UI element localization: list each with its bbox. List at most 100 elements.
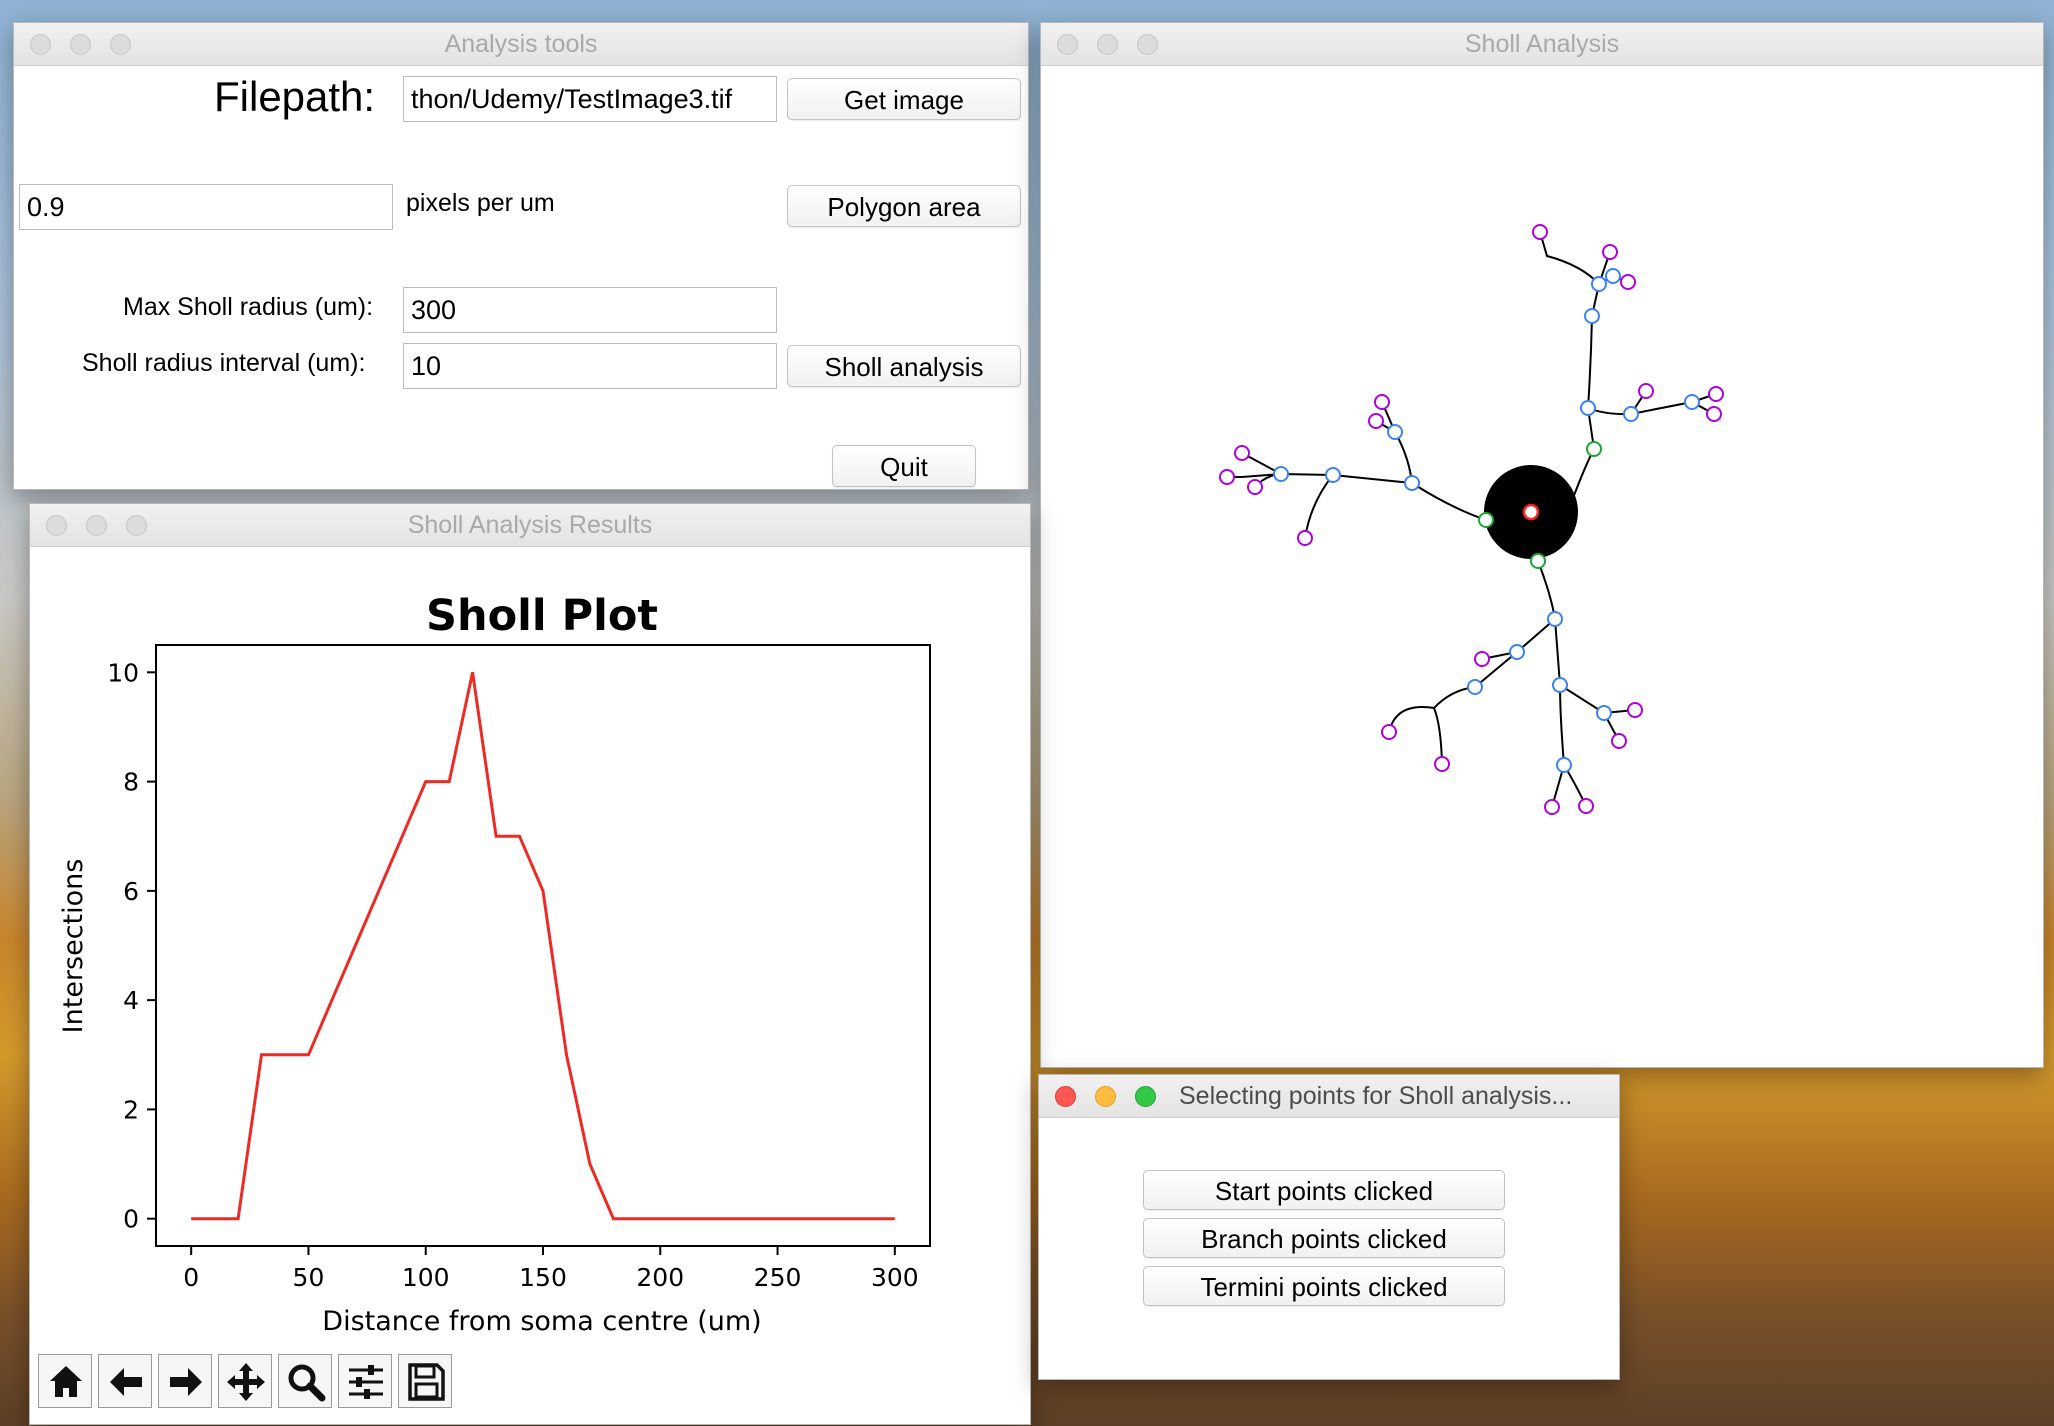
- branch-points-clicked-button[interactable]: Branch points clicked: [1143, 1218, 1505, 1258]
- branch-point-marker[interactable]: [1552, 677, 1568, 693]
- configure-sliders-button[interactable]: [338, 1354, 392, 1408]
- minimize-window-button[interactable]: [1095, 1086, 1116, 1107]
- branch-point-marker[interactable]: [1556, 757, 1572, 773]
- close-window-button[interactable]: [1057, 34, 1078, 55]
- termini-points-clicked-button[interactable]: Termini points clicked: [1143, 1266, 1505, 1306]
- pan-move-icon: [227, 1363, 265, 1401]
- branch-point-marker[interactable]: [1605, 268, 1621, 284]
- window-title: Sholl Analysis Results: [407, 511, 653, 539]
- terminus-point-marker[interactable]: [1474, 651, 1490, 667]
- x-tick-label: 300: [871, 1263, 919, 1292]
- plot-axes-frame: [155, 644, 931, 1247]
- neuron-points: [1219, 224, 1724, 815]
- pan-move-button[interactable]: [218, 1354, 272, 1408]
- interval-label: Sholl radius interval (um):: [82, 349, 366, 377]
- close-window-button[interactable]: [1055, 1086, 1076, 1107]
- terminus-point-marker[interactable]: [1578, 798, 1594, 814]
- y-axis-label: Intersections: [58, 859, 89, 1034]
- sholl-plot-chart[interactable]: Sholl Plot 0 50 100 150 200 250 300 0 2 4 6 8 10 Di…: [29, 546, 1029, 1338]
- close-window-button[interactable]: [30, 34, 51, 55]
- terminus-point-marker[interactable]: [1620, 274, 1636, 290]
- x-tick-label: 0: [183, 1263, 199, 1292]
- zoom-window-button[interactable]: [110, 34, 131, 55]
- zoom-magnifier-button[interactable]: [278, 1354, 332, 1408]
- soma-centre-marker[interactable]: [1522, 503, 1540, 521]
- zoom-window-button[interactable]: [1135, 1086, 1156, 1107]
- minimize-window-button[interactable]: [86, 515, 107, 536]
- terminus-point-marker[interactable]: [1234, 445, 1250, 461]
- zoom-window-button[interactable]: [1137, 34, 1158, 55]
- zoom-magnifier-icon: [288, 1364, 326, 1402]
- chart-title: Sholl Plot: [426, 591, 658, 641]
- terminus-point-marker[interactable]: [1708, 386, 1724, 402]
- branch-point-marker[interactable]: [1467, 679, 1483, 695]
- terminus-point-marker[interactable]: [1247, 479, 1263, 495]
- filepath-input[interactable]: thon/Udemy/TestImage3.tif: [403, 76, 777, 122]
- results-titlebar: Sholl Analysis Results: [30, 504, 1030, 547]
- neuron-image-canvas[interactable]: [1041, 65, 2041, 1065]
- y-tick-label: 10: [107, 658, 139, 687]
- terminus-point-marker[interactable]: [1638, 383, 1654, 399]
- scale-input[interactable]: 0.9: [19, 184, 393, 230]
- terminus-point-marker[interactable]: [1219, 469, 1235, 485]
- intersections-series-line: [191, 671, 895, 1221]
- save-disk-button[interactable]: [398, 1354, 452, 1408]
- start-point-marker[interactable]: [1586, 441, 1602, 457]
- branch-point-marker[interactable]: [1580, 400, 1596, 416]
- close-window-button[interactable]: [46, 515, 67, 536]
- analysis-tools-window: Analysis tools Filepath: thon/Udemy/Test…: [13, 22, 1029, 490]
- pixels-per-um-label: pixels per um: [406, 189, 555, 217]
- terminus-point-marker[interactable]: [1434, 756, 1450, 772]
- terminus-point-marker[interactable]: [1368, 413, 1384, 429]
- branch-point-marker[interactable]: [1325, 467, 1341, 483]
- selecting-points-window: Selecting points for Sholl analysis... S…: [1038, 1074, 1620, 1380]
- max-radius-input[interactable]: 300: [403, 287, 777, 333]
- window-title: Selecting points for Sholl analysis...: [1179, 1082, 1573, 1110]
- back-arrow-icon: [110, 1368, 142, 1396]
- sholl-analysis-button[interactable]: Sholl analysis: [787, 345, 1021, 387]
- branch-point-marker[interactable]: [1547, 611, 1563, 627]
- terminus-point-marker[interactable]: [1706, 406, 1722, 422]
- start-point-marker[interactable]: [1478, 512, 1494, 528]
- back-arrow-button[interactable]: [98, 1354, 152, 1408]
- forward-arrow-button[interactable]: [158, 1354, 212, 1408]
- branch-point-marker[interactable]: [1591, 276, 1607, 292]
- x-tick-label: 200: [636, 1263, 684, 1292]
- branch-point-marker[interactable]: [1623, 406, 1639, 422]
- x-tick-label: 150: [519, 1263, 567, 1292]
- window-title: Sholl Analysis: [1464, 30, 1620, 58]
- start-points-clicked-button[interactable]: Start points clicked: [1143, 1170, 1505, 1210]
- home-button[interactable]: [38, 1354, 92, 1408]
- branch-point-marker[interactable]: [1509, 644, 1525, 660]
- x-axis-label: Distance from soma centre (um): [322, 1306, 761, 1337]
- sholl-analysis-window: Sholl Analysis: [1040, 22, 2044, 1068]
- terminus-point-marker[interactable]: [1381, 724, 1397, 740]
- minimize-window-button[interactable]: [1097, 34, 1118, 55]
- branch-point-marker[interactable]: [1273, 466, 1289, 482]
- y-tick-label: 2: [123, 1095, 139, 1124]
- branch-point-marker[interactable]: [1596, 705, 1612, 721]
- branch-point-marker[interactable]: [1684, 394, 1700, 410]
- polygon-area-button[interactable]: Polygon area: [787, 185, 1021, 227]
- branch-point-marker[interactable]: [1387, 424, 1403, 440]
- get-image-button[interactable]: Get image: [787, 78, 1021, 120]
- terminus-point-marker[interactable]: [1297, 530, 1313, 546]
- quit-button[interactable]: Quit: [832, 445, 976, 487]
- branch-point-marker[interactable]: [1584, 308, 1600, 324]
- y-tick-label: 4: [123, 986, 139, 1015]
- terminus-point-marker[interactable]: [1374, 394, 1390, 410]
- filepath-label: Filepath:: [214, 73, 376, 120]
- zoom-window-button[interactable]: [126, 515, 147, 536]
- terminus-point-marker[interactable]: [1532, 224, 1548, 240]
- home-icon: [50, 1366, 82, 1397]
- terminus-point-marker[interactable]: [1602, 244, 1618, 260]
- branch-point-marker[interactable]: [1404, 475, 1420, 491]
- y-tick-label: 6: [123, 877, 139, 906]
- minimize-window-button[interactable]: [70, 34, 91, 55]
- terminus-point-marker[interactable]: [1611, 733, 1627, 749]
- save-disk-icon: [408, 1363, 445, 1401]
- interval-input[interactable]: 10: [403, 343, 777, 389]
- start-point-marker[interactable]: [1530, 553, 1546, 569]
- terminus-point-marker[interactable]: [1544, 799, 1560, 815]
- terminus-point-marker[interactable]: [1627, 702, 1643, 718]
